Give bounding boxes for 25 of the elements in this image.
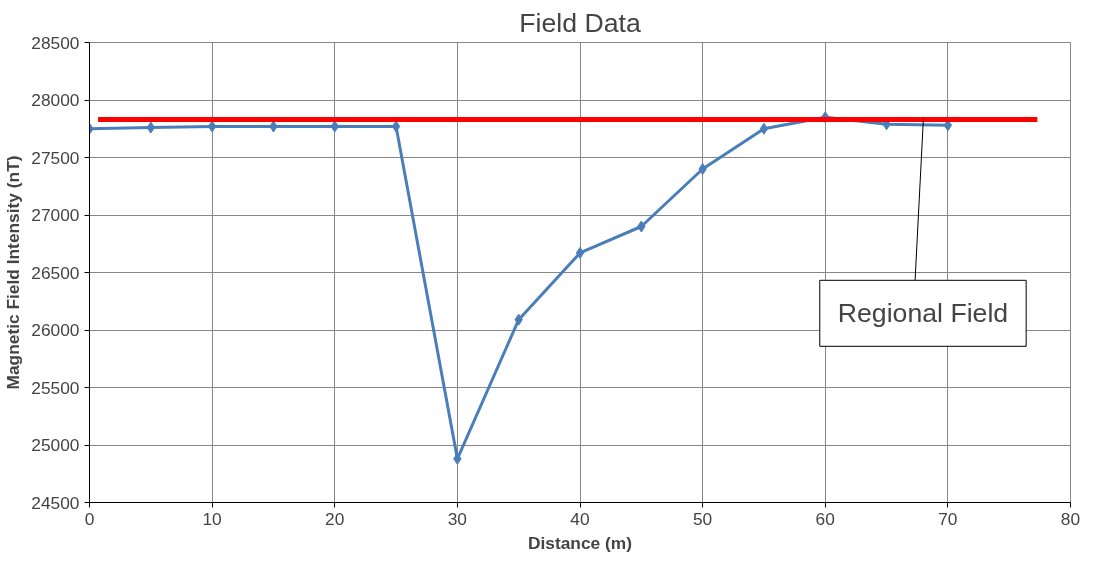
y-tick-label: 27500	[31, 147, 80, 168]
y-tick-label: 28500	[31, 32, 80, 53]
x-axis-title: Distance (m)	[528, 532, 632, 553]
point	[759, 122, 769, 135]
x-tick-label: 20	[325, 508, 345, 529]
x-tick-label: 70	[938, 508, 958, 529]
y-tick-label: 27000	[31, 205, 80, 225]
x-tick-label: 50	[692, 508, 713, 529]
x-tick-label: 60	[815, 508, 835, 529]
y-tick-label: 25000	[31, 435, 80, 455]
y-tick-label: 28000	[31, 90, 80, 110]
x-tick-label: 40	[570, 508, 590, 529]
y-tick-label: 24500	[31, 492, 80, 513]
chart-title: Field Data	[519, 7, 641, 38]
point	[698, 163, 707, 175]
annotation: Regional Field	[837, 298, 1009, 329]
point	[575, 246, 585, 259]
x-tick-label: 80	[1060, 508, 1081, 529]
y-tick-label: 25500	[31, 377, 80, 398]
x-tick-label: 10	[202, 508, 222, 529]
y-axis-title: Magnetic Field Intensity (nT)	[3, 155, 24, 390]
y-tick-label: 26000	[31, 320, 80, 340]
x-tick-label: 30	[447, 508, 468, 529]
x-tick-label: 0	[84, 508, 95, 529]
y-tick-label: 26500	[31, 262, 80, 283]
